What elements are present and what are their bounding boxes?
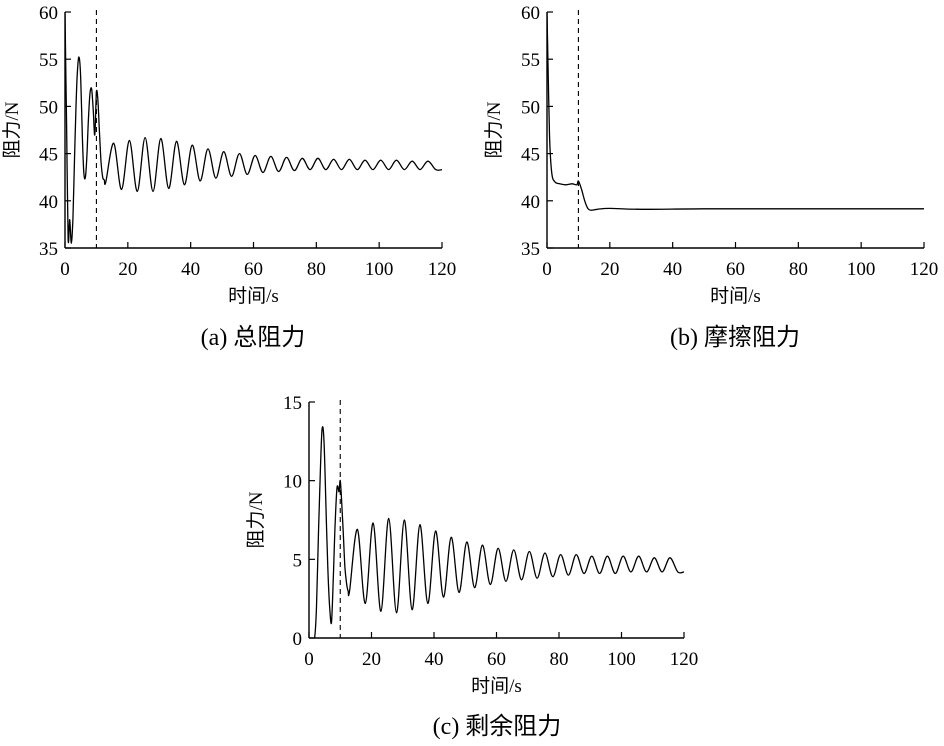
y-tick-label: 40 — [521, 192, 540, 213]
chart-panel-2: 0 20 40 60 80 100 120 0 5 10 15 时间/s 阻力/N (c) 剩余阻力 — [245, 393, 698, 740]
x-tick-label: 20 — [362, 649, 381, 670]
x-tick-label: 100 — [365, 259, 394, 280]
x-tick-label: 20 — [600, 259, 619, 280]
y-tick-label: 10 — [283, 472, 302, 493]
chart-caption: (b) 摩擦阻力 — [670, 324, 800, 351]
x-tick-label: 40 — [181, 259, 200, 280]
x-tick-label: 120 — [428, 259, 457, 280]
x-tick-label: 80 — [550, 649, 569, 670]
y-tick-label: 55 — [39, 50, 58, 71]
y-tick-label: 45 — [39, 145, 58, 166]
chart-panel-1: 0 20 40 60 80 100 120 35 40 45 50 55 60 时间/s 阻力/N (b) 摩… — [483, 3, 938, 351]
y-tick-label: 35 — [39, 239, 58, 260]
x-tick-label: 60 — [244, 259, 263, 280]
series-line-0 — [312, 426, 685, 638]
x-tick-label: 80 — [789, 259, 808, 280]
y-tick-label: 50 — [521, 97, 540, 118]
x-tick-label: 40 — [663, 259, 682, 280]
series-line-0 — [65, 11, 443, 244]
y-axis-title: 阻力/N — [483, 101, 505, 158]
y-axis-title: 阻力/N — [1, 101, 23, 158]
y-tick-label: 15 — [283, 393, 302, 414]
y-tick-label: 50 — [39, 97, 58, 118]
y-tick-label: 40 — [39, 192, 58, 213]
x-tick-label: 120 — [670, 649, 699, 670]
x-tick-label: 0 — [60, 259, 70, 280]
x-tick-label: 0 — [304, 649, 314, 670]
x-tick-label: 60 — [487, 649, 506, 670]
series-line-0 — [547, 11, 924, 211]
chart-caption: (a) 总阻力 — [201, 324, 306, 351]
y-tick-label: 55 — [521, 50, 540, 71]
x-tick-label: 0 — [542, 259, 552, 280]
x-tick-label: 20 — [118, 259, 137, 280]
x-tick-label: 120 — [910, 259, 939, 280]
x-axis-title: 时间/s — [471, 675, 522, 697]
y-tick-label: 0 — [293, 629, 303, 650]
x-tick-label: 40 — [425, 649, 444, 670]
y-tick-label: 35 — [521, 239, 540, 260]
x-tick-label: 80 — [307, 259, 326, 280]
y-tick-label: 60 — [39, 3, 58, 24]
x-axis-title: 时间/s — [710, 285, 761, 307]
x-tick-label: 100 — [847, 259, 876, 280]
chart-panel-0: 0 20 40 60 80 100 120 35 40 45 50 55 60 时间/s 阻力/N (a) 总… — [1, 3, 456, 351]
x-tick-label: 60 — [726, 259, 745, 280]
x-axis-title: 时间/s — [228, 285, 279, 307]
x-tick-label: 100 — [607, 649, 636, 670]
y-tick-label: 60 — [521, 3, 540, 24]
y-axis-title: 阻力/N — [245, 491, 267, 548]
y-tick-label: 5 — [293, 550, 303, 571]
y-tick-label: 45 — [521, 145, 540, 166]
chart-caption: (c) 剩余阻力 — [433, 713, 562, 740]
